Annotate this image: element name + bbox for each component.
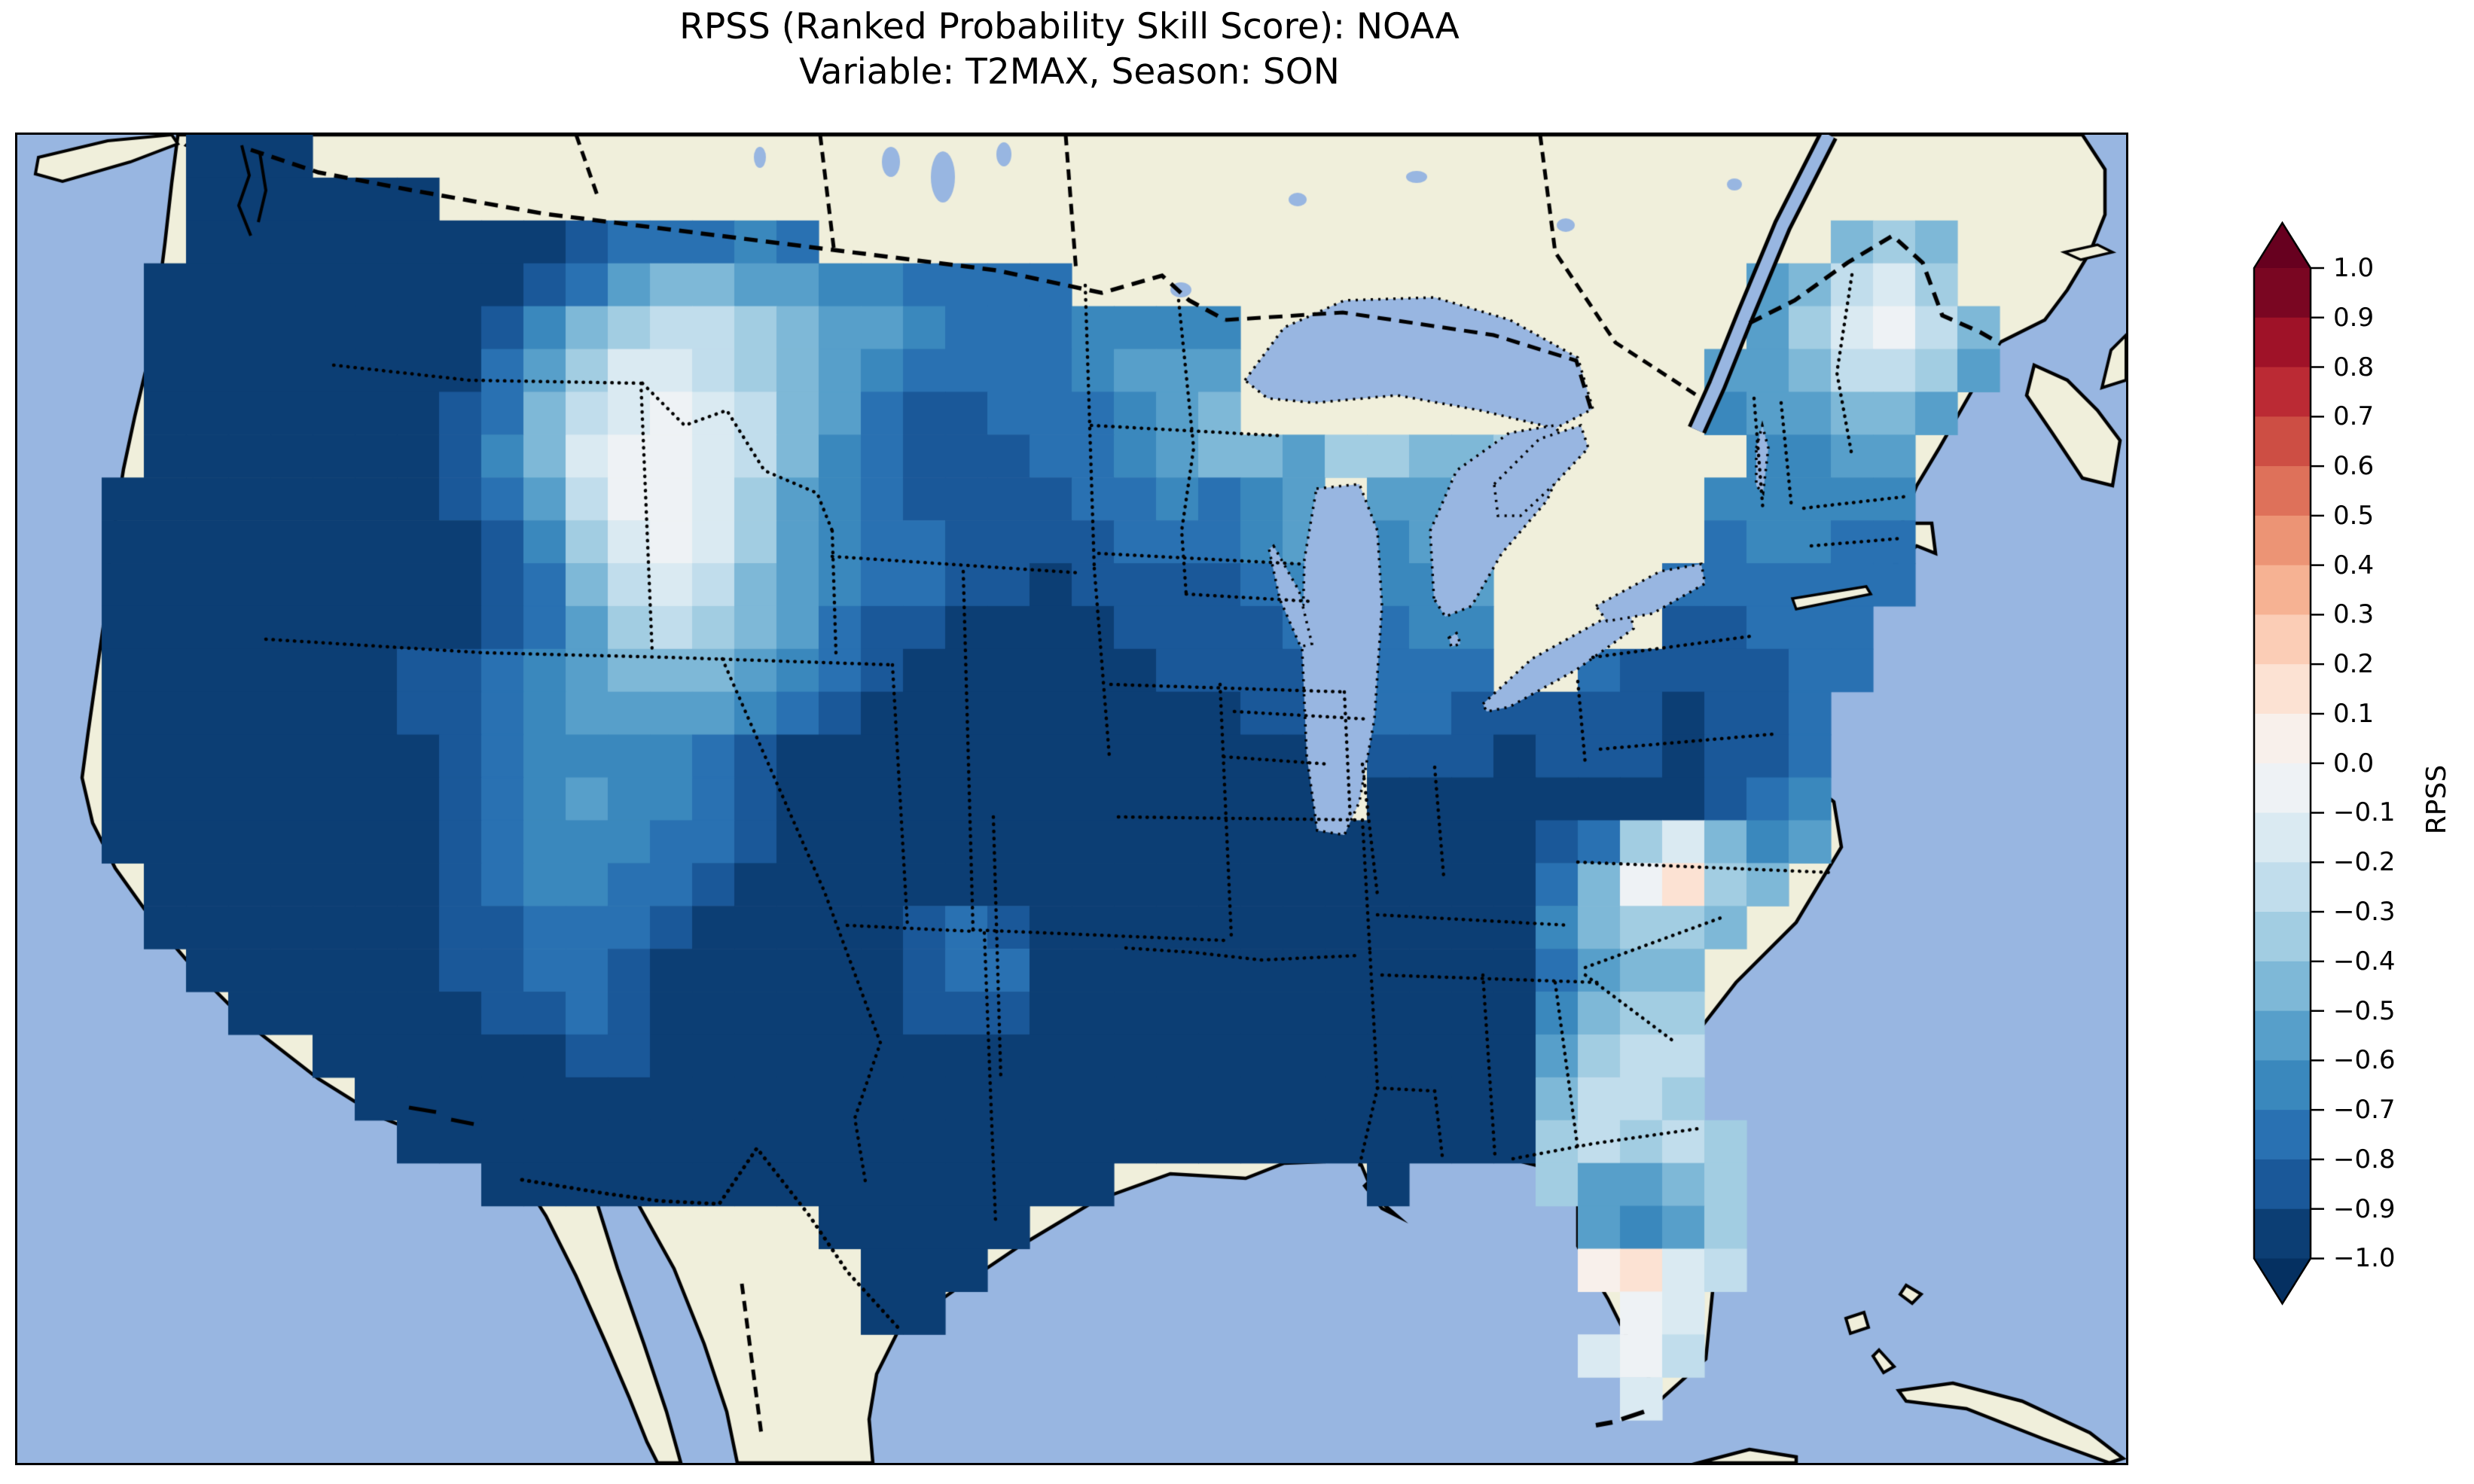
colorbar-under-arrow-icon <box>2254 1258 2311 1304</box>
colorbar-segment <box>2254 317 2311 368</box>
colorbar-segment <box>2254 1110 2311 1160</box>
us-rpss-heatmap-canvas <box>17 135 2126 1463</box>
colorbar-tick-label: 0.8 <box>2333 352 2375 382</box>
page-subtitle: Variable: T2MAX, Season: SON <box>799 51 1340 93</box>
colorbar-tick-label: 0.3 <box>2333 599 2375 630</box>
colorbar-tick-label: 0.4 <box>2333 550 2375 580</box>
colorbar-tick-label: −0.1 <box>2333 797 2396 828</box>
colorbar-segment <box>2254 1010 2311 1062</box>
colorbar-tick-label: 0.7 <box>2333 401 2375 432</box>
colorbar-segment <box>2254 466 2311 517</box>
colorbar-axis-label: RPSS <box>2421 764 2452 835</box>
map-figure <box>15 133 2128 1465</box>
colorbar-over-arrow-icon <box>2254 223 2311 268</box>
colorbar-tick-label: −0.5 <box>2333 995 2396 1026</box>
colorbar-segment <box>2254 1208 2311 1260</box>
colorbar-tick-label: −0.4 <box>2333 946 2396 977</box>
colorbar-tick-label: 0.5 <box>2333 500 2375 531</box>
colorbar-tick-label: 0.6 <box>2333 451 2375 482</box>
colorbar-segment <box>2254 961 2311 1012</box>
colorbar-segment <box>2254 416 2311 467</box>
colorbar-segment <box>2254 1159 2311 1210</box>
colorbar-segment <box>2254 763 2311 814</box>
colorbar-segment <box>2254 912 2311 962</box>
colorbar-tick-label: −0.3 <box>2333 897 2396 928</box>
colorbar-segment <box>2254 614 2311 665</box>
colorbar-tick-label: −0.8 <box>2333 1144 2396 1175</box>
colorbar-segment <box>2254 812 2311 864</box>
chart-title-block: RPSS (Ranked Probability Skill Score): N… <box>15 5 2124 95</box>
colorbar-tick-label: 0.2 <box>2333 649 2375 680</box>
colorbar-tick-label: 0.1 <box>2333 698 2375 729</box>
colorbar-tick-label: 0.0 <box>2333 748 2375 779</box>
colorbar-gradient <box>2253 221 2324 1306</box>
colorbar-tick-label: 0.9 <box>2333 302 2375 333</box>
colorbar-tick-label: −1.0 <box>2333 1243 2396 1274</box>
colorbar-tick-label: −0.9 <box>2333 1193 2396 1224</box>
colorbar-segment <box>2254 515 2311 566</box>
page-title: RPSS (Ranked Probability Skill Score): N… <box>679 6 1460 47</box>
colorbar: 1.0 0.9 0.8 0.7 0.6 0.5 0.4 0.3 0.2 0.1 0.0 −0.1 −0.… <box>2253 221 2474 1315</box>
colorbar-segment <box>2254 367 2311 418</box>
colorbar-segment <box>2254 565 2311 616</box>
colorbar-tick-label: −0.2 <box>2333 847 2396 878</box>
colorbar-tick-label: −0.6 <box>2333 1045 2396 1076</box>
colorbar-tick-label: 1.0 <box>2333 253 2375 283</box>
colorbar-segment <box>2254 664 2311 715</box>
colorbar-tick-label: −0.7 <box>2333 1095 2396 1126</box>
colorbar-segment <box>2254 1060 2311 1111</box>
colorbar-segment <box>2254 862 2311 913</box>
colorbar-segment <box>2254 268 2311 318</box>
colorbar-segment <box>2254 713 2311 764</box>
